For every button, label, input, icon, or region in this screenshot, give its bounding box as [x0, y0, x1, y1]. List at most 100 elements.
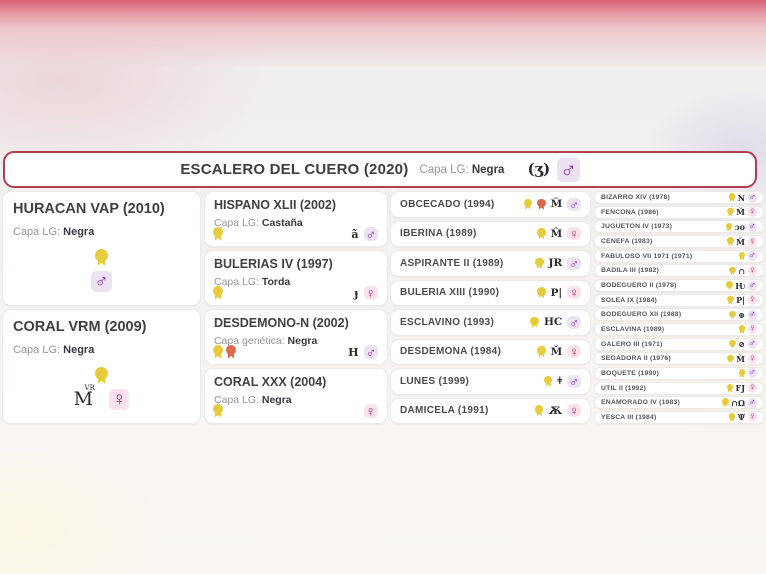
ancestor-row[interactable]: ENAMORADO IV (1983) ∩Ω ♂	[594, 396, 764, 410]
card-footer: H ♂	[213, 345, 378, 359]
male-symbol-icon: ♂	[747, 250, 757, 262]
horse-name: YESCA III (1984)	[601, 413, 657, 421]
brand-mark-icon: M̌	[736, 207, 745, 218]
ancestor-row[interactable]: JUGUETON IV (1973) ɔo ♂	[594, 220, 764, 234]
ancestor-card[interactable]: CORAL VRM (2009) Capa LG: Negra M VR ♀	[2, 309, 201, 424]
female-symbol-icon: ♀	[747, 382, 757, 394]
horse-name: HURACAN VAP (2010)	[13, 201, 165, 217]
ancestor-row[interactable]: DESDEMONA (1984) M̆ ♀	[390, 338, 591, 365]
horse-name: UTIL II (1992)	[601, 384, 646, 392]
award-yellow-icon	[729, 266, 736, 276]
ancestor-row[interactable]: ASPIRANTE II (1989) JR ♂	[390, 250, 591, 277]
brand-sex-group: Ƕ ♂	[726, 280, 757, 291]
ancestor-row[interactable]: UTIL II (1992) FJ ♀	[594, 381, 764, 395]
brand-mark-icon: H	[348, 345, 359, 359]
award-yellow-icon	[722, 398, 729, 407]
award-yellow-icon	[213, 286, 223, 299]
ancestor-row[interactable]: BODEGUERO II (1978) Ƕ ♂	[594, 278, 764, 293]
ancestor-row[interactable]: ESCLAVINO (1993) HC ♂	[390, 309, 591, 336]
brand-mark-icon: M VR	[73, 384, 95, 411]
ancestor-row[interactable]: IBERINA (1989) M̂ ♀	[390, 220, 591, 247]
capa-line: Capa LG: Torda	[214, 276, 378, 288]
horse-name: DAMICELA (1991)	[400, 405, 489, 417]
brand-sex-group: P| ♀	[537, 286, 581, 300]
male-symbol-icon: ♂	[567, 196, 581, 212]
brand-mark-icon: ∩	[738, 265, 745, 276]
ancestor-row[interactable]: FENCONA (1986) M̌ ♀	[594, 205, 764, 219]
ancestor-row[interactable]: GALERO III (1971) ⊘ ♂	[594, 337, 764, 351]
brand-sex-group: JR ♂	[535, 256, 581, 270]
horse-name: ESCLAVINO (1993)	[400, 316, 495, 328]
horse-name: IBERINA (1989)	[400, 228, 477, 240]
brand-sex-group: ⊘ ♂	[729, 339, 757, 350]
award-yellow-icon	[543, 375, 553, 387]
brand-mark-icon: ǂ	[557, 375, 563, 387]
ancestor-row[interactable]: YESCA III (1984) Ψ ♀	[594, 410, 764, 424]
subject-card[interactable]: ESCALERO DEL CUERO (2020) Capa LG: Negra…	[3, 151, 757, 188]
capa-line: Capa genética: Negra	[214, 335, 378, 347]
female-symbol-icon: ♀	[747, 323, 757, 335]
male-symbol-icon: ♂	[747, 191, 757, 203]
award-orange-icon	[226, 345, 236, 358]
brand-sex-group: ∩Ω ♂	[722, 397, 757, 408]
award-yellow-icon	[213, 227, 223, 240]
female-symbol-icon: ♀	[747, 235, 757, 247]
brand-mark-icon: FJ	[735, 383, 745, 394]
ancestor-row[interactable]: BODEGUERO XII (1988) ⊛ ♂	[594, 308, 764, 322]
horse-name: BULERIAS IV (1997)	[214, 257, 333, 271]
brand-sex-group: H ♂	[348, 345, 378, 359]
ancestor-card[interactable]: BULERIAS IV (1997) Capa LG: Torda ɟ ♀	[204, 250, 388, 306]
ancestor-row[interactable]: ESCLAVINA (1989) ♀	[594, 322, 764, 337]
award-yellow-icon	[727, 237, 734, 246]
brand-mark-icon: ã	[351, 227, 359, 241]
brand-sex-group: M̂ ♀	[537, 227, 581, 241]
ancestor-row[interactable]: BULERIA XIII (1990) P| ♀	[390, 279, 591, 306]
award-yellow-icon	[213, 345, 223, 358]
brand-sex-group: ♂	[738, 250, 757, 262]
ancestor-row[interactable]: BOQUETE (1990) ♂	[594, 366, 764, 381]
horse-name: BODEGUERO XII (1988)	[601, 311, 682, 319]
ancestor-row[interactable]: FABULOSO VII 1971 (1971) ♂	[594, 249, 764, 263]
ancestor-row[interactable]: DAMICELA (1991) Ѫ ♀	[390, 397, 591, 424]
horse-name: GALERO III (1971)	[601, 340, 663, 348]
brand-mark-icon: ⊘	[738, 339, 745, 350]
ancestor-card[interactable]: HISPANO XLII (2002) Capa LG: Castaña ã ♂	[204, 191, 388, 247]
ancestor-row[interactable]: BIZARRO XIV (1978) N ♂	[594, 191, 764, 205]
male-symbol-icon: ♂	[91, 271, 112, 293]
award-yellow-icon	[727, 207, 734, 217]
female-symbol-icon: ♀	[567, 403, 581, 419]
brand-sex-group: M̆ ♀	[537, 345, 581, 359]
female-symbol-icon: ♀	[747, 206, 757, 218]
horse-name: SOLEA IX (1984)	[601, 296, 658, 304]
award-yellow-icon	[727, 295, 734, 305]
ancestor-row[interactable]: SEGADORA II (1976) M̌ ♀	[594, 352, 764, 366]
ancestor-card[interactable]: HURACAN VAP (2010) Capa LG: Negra ♂	[2, 191, 201, 306]
ancestor-row[interactable]: LUNES (1999) ǂ ♂	[390, 368, 591, 395]
female-symbol-icon: ♀	[747, 264, 757, 276]
horse-name: DESDEMONO-N (2002)	[214, 316, 349, 330]
card-footer: ɟ ♀	[213, 286, 378, 300]
horse-name: BULERIA XIII (1990)	[400, 287, 500, 299]
award-yellow-icon	[728, 413, 736, 422]
capa-label: Capa LG:	[214, 394, 259, 406]
ancestor-row[interactable]: BADILA III (1982) ∩ ♀	[594, 264, 764, 278]
brand-mark-icon: Ψ	[737, 412, 745, 423]
male-symbol-icon: ♂	[363, 226, 378, 242]
award-yellow-icon	[729, 339, 736, 349]
capa-value: Negra	[60, 226, 95, 238]
brand-sex-group: ♀	[738, 323, 757, 335]
award-yellow-icon	[728, 193, 736, 202]
horse-name: FENCONA (1986)	[601, 208, 659, 216]
ancestor-card[interactable]: CORAL XXX (2004) Capa LG: Negra ♀	[204, 368, 388, 424]
brand-sex-group: ɔo ♂	[725, 221, 757, 232]
male-symbol-icon: ♂	[747, 308, 757, 320]
ancestor-card[interactable]: DESDEMONO-N (2002) Capa genética: Negra H ♂	[204, 309, 388, 365]
ancestor-row[interactable]: CENEFA (1983) M̌ ♀	[594, 234, 764, 249]
horse-name: BOQUETE (1990)	[601, 369, 659, 377]
ancestor-row[interactable]: OBCECADO (1994) M̂ ♂	[390, 191, 591, 218]
brand-sex-group: ã ♂	[351, 227, 378, 241]
brand-sex-group: ⊛ ♂	[729, 308, 757, 320]
female-symbol-icon: ♀	[363, 285, 378, 301]
brand-sex-group: Ψ ♀	[728, 412, 757, 423]
ancestor-row[interactable]: SOLEA IX (1984) P| ♀	[594, 293, 764, 307]
